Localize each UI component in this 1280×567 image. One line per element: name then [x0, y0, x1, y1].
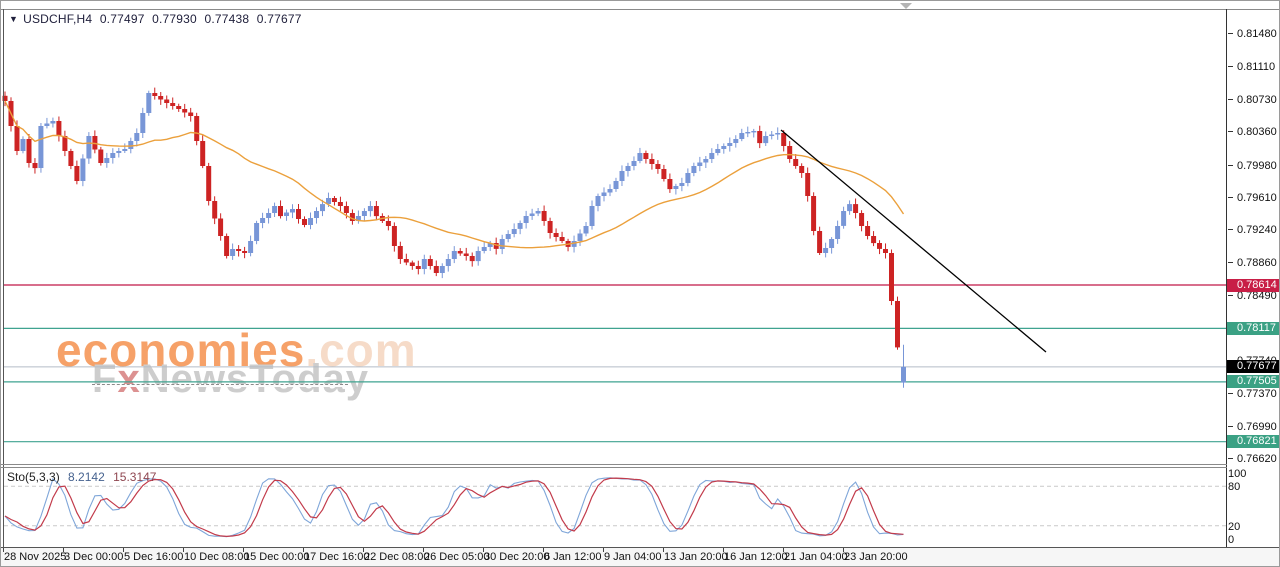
current-price-price-label: 0.77677 — [1227, 360, 1279, 373]
time-tick-mark — [303, 548, 304, 552]
time-tick-label: 9 Jan 04:00 — [604, 551, 662, 563]
price-tick-label: 0.80730 — [1228, 94, 1279, 107]
time-tick-label: 10 Dec 08:00 — [184, 551, 250, 563]
price-tick-label: 0.77370 — [1228, 388, 1279, 401]
stoch-tick-label: 100 — [1228, 468, 1247, 480]
time-tick-label: 30 Dec 20:00 — [484, 551, 550, 563]
price-tick-label: 0.76990 — [1228, 421, 1279, 434]
time-tick-label: 13 Jan 20:00 — [664, 551, 728, 563]
indicator-panel-top-border — [1, 467, 1227, 468]
horizontal-lines-layer[interactable] — [4, 284, 1226, 443]
time-tick-label: 26 Dec 05:00 — [424, 551, 490, 563]
time-tick-label: 28 Nov 2025 — [4, 551, 67, 563]
watermark-strikethrough — [92, 384, 348, 387]
watermark-tagline-f: F — [92, 357, 118, 401]
stoch-tick-label: 20 — [1228, 521, 1241, 533]
indicator-panel-bottom-border — [1, 547, 1279, 548]
resistance-price-label: 0.78614 — [1227, 279, 1279, 292]
open-value: 0.77497 — [99, 12, 145, 26]
time-tick-label: 22 Dec 08:00 — [364, 551, 430, 563]
time-tick-mark — [483, 548, 484, 552]
time-tick-mark — [663, 548, 664, 552]
time-tick-mark — [843, 548, 844, 552]
chart-top-frame — [1, 9, 1279, 10]
time-tick-label: 21 Jan 04:00 — [784, 551, 848, 563]
high-value: 0.77930 — [152, 12, 197, 26]
panel-splitter[interactable] — [1, 464, 1227, 465]
time-axis-strip[interactable] — [1, 548, 1279, 566]
stoch-signal-line — [4, 477, 904, 538]
stochastic-main-value: 8.2142 — [68, 470, 105, 484]
ohlc-readout[interactable]: ▼ USDCHF,H4 0.77497 0.77930 0.77438 0.776… — [9, 12, 306, 26]
watermark-tagline: FxNewsToday — [92, 357, 369, 402]
time-tick-label: 15 Dec 00:00 — [244, 551, 310, 563]
time-tick-mark — [723, 548, 724, 552]
support-price-label: 0.76821 — [1227, 435, 1279, 448]
time-tick-mark — [243, 548, 244, 552]
candles-layer[interactable] — [2, 87, 907, 388]
stochastic-header[interactable]: Sto(5,3,3) 8.2142 15.3147 — [7, 470, 156, 484]
time-tick-mark — [603, 548, 604, 552]
time-tick-mark — [423, 548, 424, 552]
stochastic-name: Sto(5,3,3) — [7, 470, 60, 484]
support-price-label: 0.77505 — [1227, 375, 1279, 388]
price-tick-label: 0.79980 — [1228, 160, 1279, 173]
price-tick-label: 0.81480 — [1228, 28, 1279, 41]
price-axis-line — [1226, 9, 1227, 548]
symbol-dropdown-icon[interactable]: ▼ — [9, 14, 19, 24]
close-value: 0.77677 — [256, 12, 302, 26]
time-tick-label: 17 Dec 16:00 — [304, 551, 370, 563]
chart-shift-marker-icon[interactable] — [899, 3, 912, 9]
time-tick-mark — [183, 548, 184, 552]
time-tick-mark — [123, 548, 124, 552]
time-tick-mark — [783, 548, 784, 552]
time-tick-label: 3 Dec 00:00 — [64, 551, 124, 563]
time-tick-mark — [63, 548, 64, 552]
chart-left-frame — [3, 9, 4, 548]
price-tick-label: 0.79610 — [1228, 192, 1279, 205]
time-tick-label: 16 Jan 12:00 — [724, 551, 788, 563]
watermark-tagline-x: x — [117, 357, 141, 401]
time-tick-label: 5 Dec 16:00 — [124, 551, 184, 563]
time-tick-label: 6 Jan 12:00 — [544, 551, 602, 563]
price-tick-label: 0.78860 — [1228, 257, 1279, 270]
time-tick-mark — [363, 548, 364, 552]
stochastic-signal-value: 15.3147 — [113, 470, 157, 484]
stoch-tick-label: 80 — [1228, 481, 1241, 493]
support-price-label: 0.78117 — [1227, 322, 1279, 335]
price-tick-label: 0.76620 — [1228, 453, 1279, 466]
symbol-period-label: USDCHF,H4 — [23, 12, 93, 26]
time-tick-label: 23 Jan 20:00 — [844, 551, 908, 563]
time-tick-mark — [3, 548, 4, 552]
price-tick-label: 0.81110 — [1228, 61, 1279, 74]
time-tick-mark — [543, 548, 544, 552]
watermark-tagline-rest: NewsToday — [140, 357, 370, 401]
price-tick-label: 0.79240 — [1228, 224, 1279, 237]
price-tick-label: 0.80360 — [1228, 126, 1279, 139]
low-value: 0.77438 — [204, 12, 250, 26]
stoch-tick-label: 0 — [1228, 534, 1235, 546]
descending-trendline[interactable] — [780, 129, 1047, 353]
moving-average-line[interactable] — [4, 100, 905, 249]
price-tick-label: 0.78490 — [1228, 290, 1279, 303]
